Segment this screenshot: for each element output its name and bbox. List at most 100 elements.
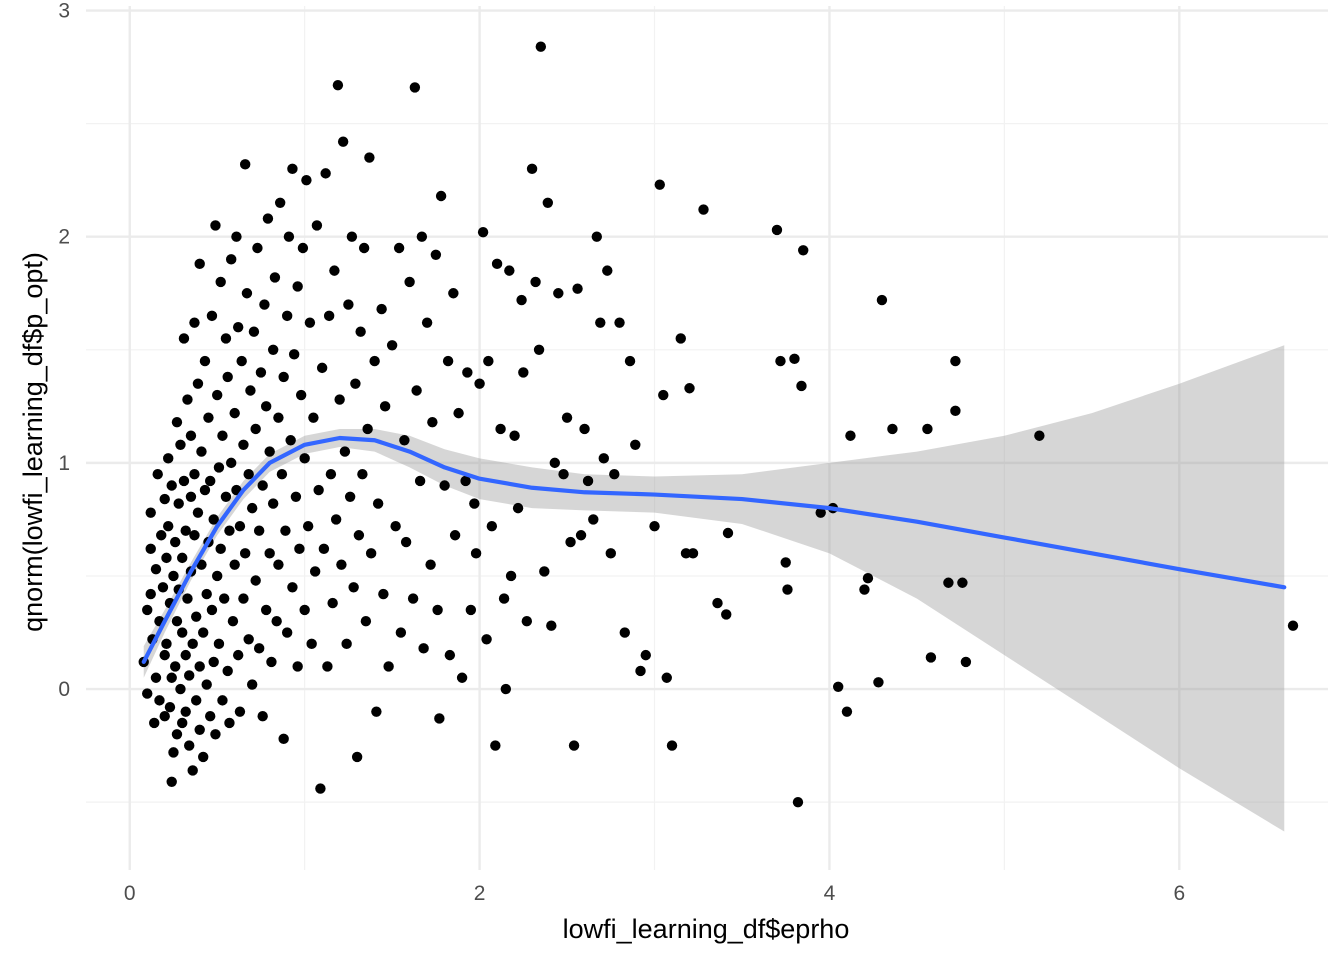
data-point — [477, 226, 489, 238]
data-point — [444, 649, 456, 661]
data-point — [201, 679, 212, 690]
data-point — [504, 265, 515, 276]
data-point — [572, 283, 583, 294]
data-point — [234, 521, 246, 532]
data-point — [505, 570, 517, 582]
data-point — [171, 729, 183, 740]
data-point — [346, 231, 358, 242]
data-point — [164, 701, 176, 713]
data-point — [336, 559, 347, 570]
y-tick-label: 2 — [58, 226, 70, 249]
x-tick-label: 4 — [824, 882, 836, 905]
data-point — [521, 616, 533, 627]
data-point — [782, 584, 793, 595]
data-point — [343, 299, 354, 310]
data-point — [379, 401, 391, 412]
data-point — [399, 435, 410, 446]
data-point — [224, 717, 235, 729]
data-point — [245, 385, 256, 396]
data-point — [960, 656, 972, 668]
data-point — [460, 475, 471, 487]
data-point — [194, 258, 205, 270]
data-point — [238, 439, 249, 450]
data-point — [442, 355, 454, 367]
data-point — [229, 559, 240, 570]
data-point — [278, 733, 289, 745]
data-point — [189, 530, 200, 541]
data-point — [213, 462, 225, 473]
data-point — [206, 604, 218, 616]
data-point — [203, 412, 214, 423]
data-point — [383, 661, 394, 672]
data-point — [232, 321, 244, 333]
data-point — [404, 276, 415, 288]
data-point — [619, 627, 630, 638]
data-point — [243, 634, 254, 645]
data-point — [414, 475, 426, 487]
data-point — [602, 265, 613, 276]
data-point — [462, 367, 473, 378]
data-point — [491, 258, 503, 270]
data-point — [260, 604, 272, 616]
data-point — [712, 597, 723, 609]
data-point — [285, 435, 296, 446]
data-point — [234, 706, 246, 717]
data-point — [292, 281, 303, 292]
data-point — [832, 681, 844, 692]
data-point — [698, 204, 709, 215]
data-point — [434, 713, 445, 724]
data-point — [199, 355, 211, 367]
data-point — [246, 502, 258, 514]
data-point — [859, 584, 870, 595]
data-point — [170, 661, 181, 672]
data-point — [208, 656, 219, 668]
data-point — [220, 491, 232, 503]
data-point — [250, 575, 261, 586]
data-point — [313, 484, 324, 496]
data-point — [789, 353, 800, 365]
data-point — [546, 620, 557, 631]
data-point — [166, 672, 177, 683]
data-point — [211, 389, 223, 401]
data-point — [232, 649, 244, 661]
data-point — [199, 484, 211, 496]
data-point — [142, 688, 153, 699]
data-point — [213, 638, 225, 650]
data-point — [241, 288, 253, 299]
data-point — [841, 706, 853, 717]
data-point — [421, 317, 433, 328]
data-point — [177, 627, 188, 638]
data-point — [196, 446, 207, 457]
data-point — [469, 498, 480, 509]
data-point — [337, 136, 349, 147]
data-point — [339, 446, 351, 457]
data-point — [553, 288, 564, 299]
data-point — [295, 389, 307, 401]
data-point — [530, 276, 541, 288]
y-tick-label: 1 — [58, 452, 70, 475]
x-tick-label: 0 — [124, 882, 136, 905]
data-point — [845, 430, 856, 441]
smooth-line-layer — [141, 435, 1287, 665]
data-point — [542, 197, 554, 208]
data-point — [206, 310, 218, 322]
data-point — [483, 355, 494, 367]
y-axis-title: qnorm(lowfi_learning_df$p_opt) — [18, 252, 48, 632]
data-point — [640, 649, 651, 661]
smooth-line — [141, 435, 1287, 665]
data-point — [246, 679, 258, 690]
data-point — [154, 695, 165, 706]
data-point — [252, 242, 263, 254]
data-point — [568, 740, 580, 751]
data-point — [957, 577, 968, 588]
data-point — [198, 751, 209, 763]
data-point — [393, 242, 405, 254]
data-point — [539, 566, 550, 577]
data-point — [281, 627, 293, 638]
data-point — [887, 423, 898, 435]
data-point — [257, 710, 268, 722]
data-point — [205, 710, 216, 722]
data-point — [372, 498, 384, 509]
confidence-band-layer — [143, 345, 1285, 832]
data-point — [509, 430, 520, 441]
